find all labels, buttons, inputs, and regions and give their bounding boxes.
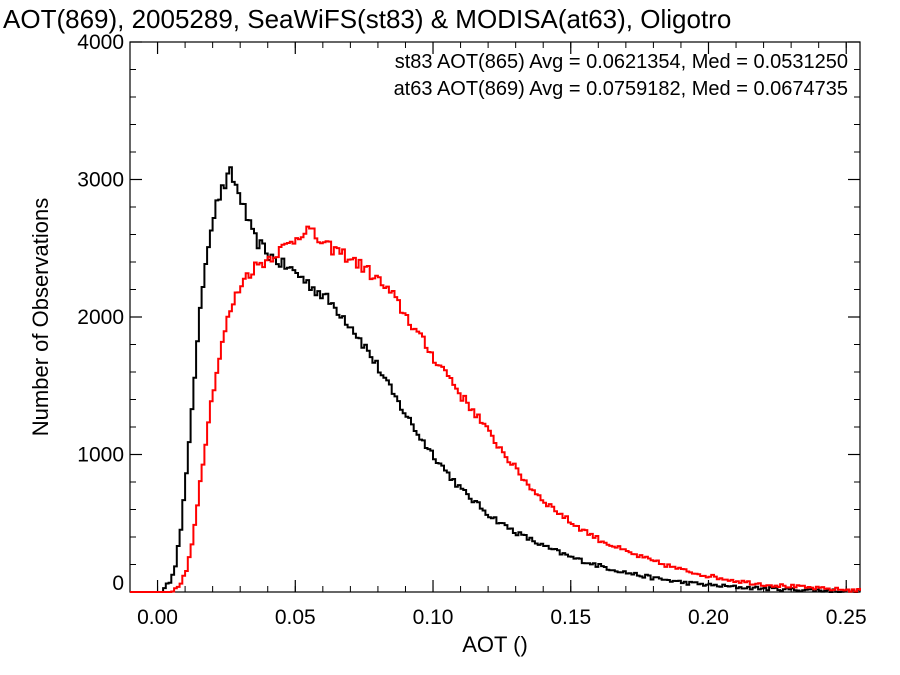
x-tick-label-5: 0.25 bbox=[826, 606, 867, 629]
plot-frame bbox=[129, 41, 861, 593]
series-st83-line bbox=[130, 166, 861, 593]
x-tick-label-0: 0.00 bbox=[137, 606, 178, 629]
annotation-at63: at63 AOT(869) Avg = 0.0759182, Med = 0.0… bbox=[394, 78, 848, 100]
x-tick-label-3: 0.15 bbox=[550, 606, 591, 629]
x-tick-marks bbox=[156, 42, 847, 592]
y-tick-label-0: 0 bbox=[112, 572, 124, 595]
y-axis-label: Number of Observations bbox=[28, 198, 53, 436]
y-tick-marks bbox=[130, 41, 860, 593]
x-tick-label-1: 0.05 bbox=[275, 606, 316, 629]
x-axis-label: AOT () bbox=[462, 632, 528, 657]
y-tick-label-4: 4000 bbox=[77, 31, 124, 54]
x-tick-label-4: 0.20 bbox=[688, 606, 729, 629]
y-tick-label-3: 3000 bbox=[77, 169, 124, 192]
series-at63-line bbox=[130, 225, 861, 593]
y-tick-label-1: 1000 bbox=[77, 444, 124, 467]
x-tick-labels: 0.00 0.05 0.10 0.15 0.20 0.25 bbox=[137, 606, 867, 629]
annotation-st83: st83 AOT(865) Avg = 0.0621354, Med = 0.0… bbox=[395, 51, 848, 73]
x-tick-label-2: 0.10 bbox=[413, 606, 454, 629]
minor-ticks bbox=[129, 42, 860, 592]
chart-title: AOT(869), 2005289, SeaWiFS(st83) & MODIS… bbox=[3, 4, 731, 34]
series-group bbox=[130, 166, 861, 593]
y-tick-label-2: 2000 bbox=[77, 306, 124, 329]
y-tick-labels: 0 1000 2000 3000 4000 bbox=[77, 31, 124, 595]
